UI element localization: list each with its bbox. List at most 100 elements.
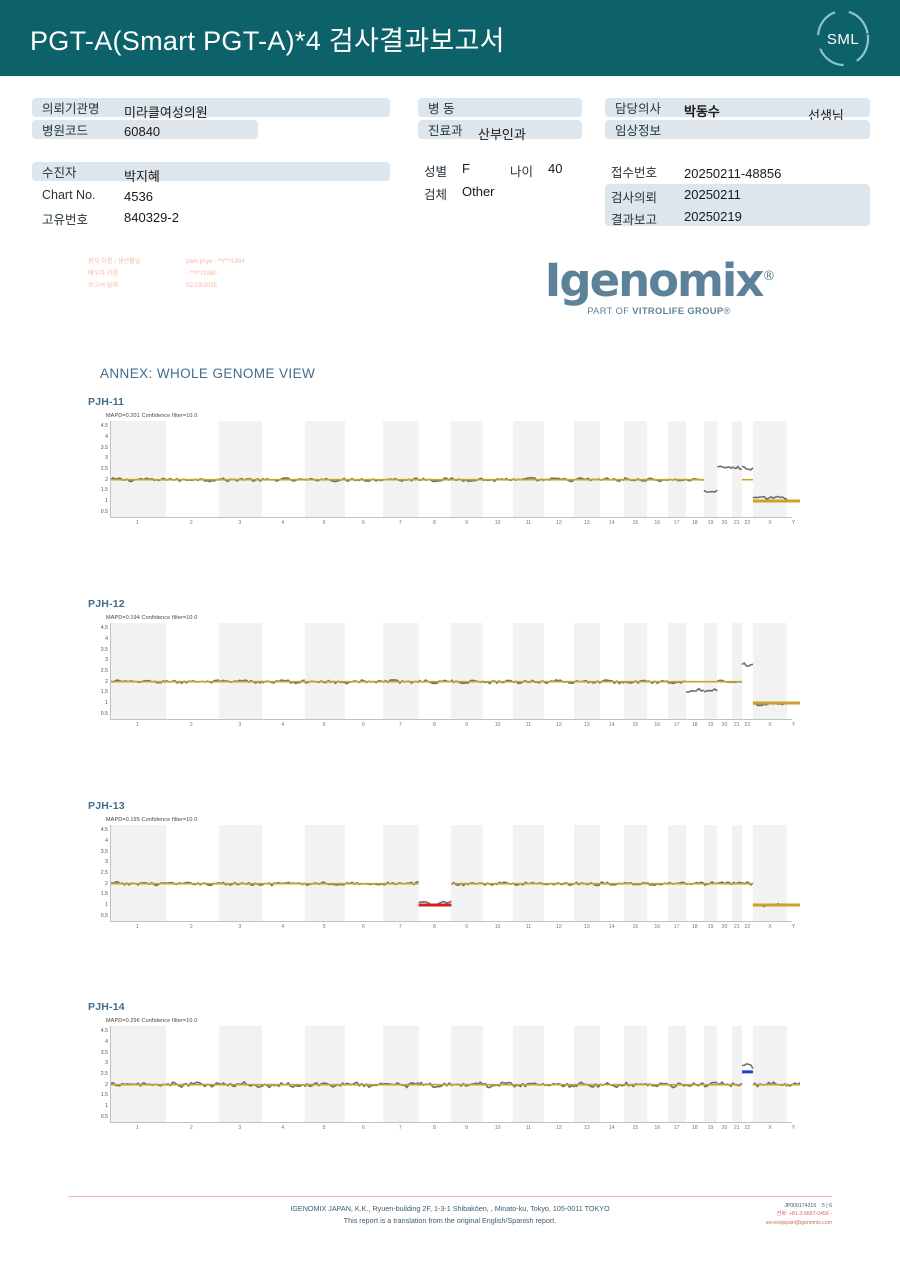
chromosome-trace	[741, 465, 754, 471]
chromosome-band	[703, 1026, 718, 1122]
institution-label: 의뢰기관명	[42, 102, 100, 116]
y-tick-label: 3	[105, 1060, 108, 1067]
x-tick-label: 5	[322, 1125, 326, 1131]
x-tick-label: 18	[691, 722, 698, 728]
specimen-label: 검체	[424, 188, 448, 202]
footer-email: servicejapan@igenomix.com	[765, 1219, 832, 1226]
genome-trace	[111, 662, 800, 707]
x-tick-label: 16	[654, 1125, 661, 1131]
chromosome-trace	[599, 679, 625, 685]
chromosome-band	[731, 1026, 742, 1122]
x-tick-label: 9	[465, 722, 469, 728]
x-tick-label: 17	[673, 1125, 680, 1131]
chart-title: PJH-12	[88, 598, 125, 610]
y-tick-label: 3.5	[100, 646, 108, 653]
x-tick-label: 22	[744, 722, 751, 728]
chromosome-band	[218, 825, 263, 921]
page-title: PGT-A(Smart PGT-A)*4 검사결과보고서	[30, 25, 505, 56]
red-note-value: - **/**/1980	[186, 270, 217, 278]
chart-subtitle: MAPD=0.194 Confidence filter=10.0	[106, 615, 198, 621]
x-tick-label: 9	[465, 520, 469, 526]
doctor-suffix: 선생님	[808, 108, 844, 123]
svg-text:SML: SML	[827, 31, 859, 48]
ordered-label: 검사의뢰	[611, 191, 658, 205]
tagline-prefix: PART OF	[587, 306, 633, 316]
field-hospital-code: 병원코드	[32, 120, 258, 139]
y-tick-label: 4	[105, 838, 108, 844]
footer-translation-note: This report is a translation from the or…	[343, 1215, 557, 1225]
x-tick-label: Y	[791, 520, 796, 526]
x-tick-label: 7	[398, 924, 402, 930]
chromosome-band	[667, 1026, 687, 1122]
chromosome-band	[623, 825, 648, 921]
y-tick-label: 4.5	[100, 625, 108, 632]
x-tick-label: 13	[583, 1125, 590, 1131]
x-tick-label: 3	[238, 520, 242, 526]
plot-area	[110, 421, 800, 517]
chromosome-band	[451, 1026, 483, 1122]
red-note-value: park jihye - **/**/1984	[186, 258, 245, 265]
chromosome-band	[574, 623, 601, 719]
patient-value: 박지혜	[124, 169, 160, 184]
x-tick-label: 17	[673, 520, 680, 526]
y-tick-label: 0.5	[100, 508, 108, 515]
x-tick-label: 13	[583, 520, 590, 526]
chromosome-band	[111, 623, 166, 719]
x-tick-label: 13	[583, 722, 590, 728]
chromosome-band	[731, 825, 742, 921]
chromosome-band	[111, 825, 166, 921]
chromosome-band	[304, 1026, 345, 1122]
field-ward: 병 동	[418, 98, 582, 117]
annex-title: ANNEX: WHOLE GENOME VIEW	[100, 366, 316, 381]
genome-trace	[111, 465, 800, 503]
x-tick-label: 11	[525, 520, 532, 526]
x-tick-label: 5	[322, 722, 326, 728]
footer-doc-id: JP000174316	[784, 1203, 817, 1209]
x-tick-label: 8	[433, 722, 436, 728]
genome-chart-3: PJH-13 MAPD=0.195 Confidence filter=10.0…	[88, 800, 800, 933]
patient-label: 수진자	[42, 166, 77, 180]
genome-chart-2: PJH-12 MAPD=0.194 Confidence filter=10.0…	[88, 598, 800, 731]
chromosome-band	[623, 421, 648, 517]
x-tick-label: 12	[555, 722, 562, 728]
unique-no-label: 고유번호	[42, 213, 89, 227]
x-tick-label: 10	[494, 722, 501, 728]
chart-title: PJH-11	[88, 396, 125, 408]
x-tick-label: 15	[632, 1125, 639, 1131]
y-tick-label: 2.5	[100, 870, 108, 876]
x-axis-labels: 1 2 3 4 5 6 7 8 9 10 11 12 13 14 15 16 17 18 19 20 21 22 X Y	[110, 1125, 800, 1135]
chromosome-band	[304, 421, 345, 517]
x-axis-labels: 1 2 3 4 5 6 7 8 9 10 11 12 13 14 15 16 17 18 19 20 21 22 X Y	[110, 520, 800, 530]
field-institution: 의뢰기관명	[32, 98, 390, 117]
chromosome-band	[574, 825, 601, 921]
chromosome-band	[218, 421, 263, 517]
red-note-value: 02/19/2025	[186, 282, 217, 290]
field-patient: 수진자	[32, 162, 390, 181]
x-tick-label: 13	[583, 924, 590, 930]
x-tick-label: 7	[398, 520, 402, 526]
x-tick-label: 21	[733, 924, 740, 930]
chromosome-band	[513, 825, 545, 921]
chromosome-band	[218, 1026, 263, 1122]
footer-page-number: 5 | 6	[821, 1203, 832, 1209]
x-axis-line	[110, 517, 792, 518]
chromosome-band	[513, 1026, 545, 1122]
chromosome-band	[703, 623, 718, 719]
report-footer: IGENOMIX JAPAN, K.K., Ryuen-building 2F,…	[68, 1196, 832, 1227]
x-tick-label: 2	[189, 924, 193, 930]
chromosome-band	[513, 421, 545, 517]
y-tick-label: 2.5	[100, 466, 108, 472]
x-tick-label: 3	[238, 924, 242, 930]
y-tick-label: 2.5	[100, 668, 108, 674]
chromosome-band	[731, 623, 742, 719]
x-tick-label: 19	[707, 924, 714, 930]
x-tick-label: 20	[721, 1125, 728, 1131]
x-tick-label: 21	[733, 722, 740, 728]
y-tick-label: 4.5	[100, 1028, 108, 1035]
x-tick-label: 20	[721, 520, 728, 526]
y-tick-label: 3	[105, 859, 108, 866]
clinical-label: 임상정보	[615, 124, 662, 138]
dept-label: 진료과	[428, 124, 463, 138]
x-tick-label: 15	[632, 722, 639, 728]
chromosome-trace	[703, 688, 718, 693]
